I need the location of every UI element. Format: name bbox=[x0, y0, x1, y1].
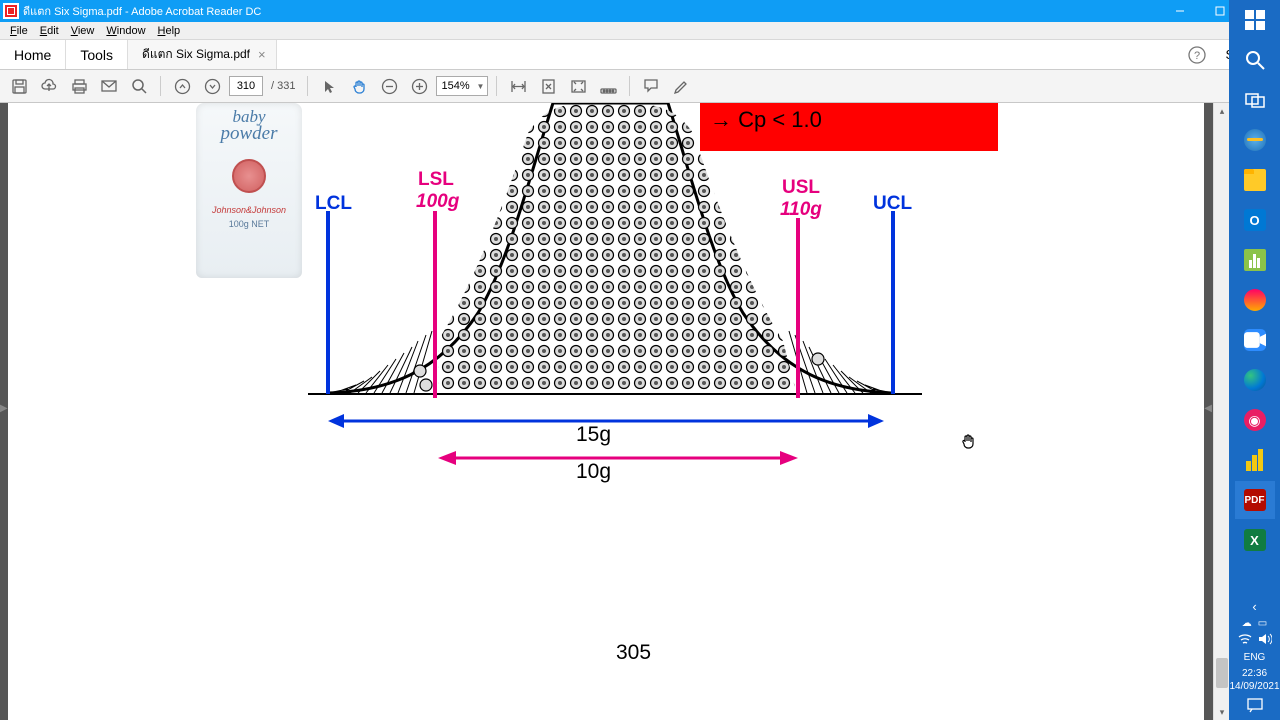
tab-tools[interactable]: Tools bbox=[66, 40, 128, 69]
menu-view[interactable]: View bbox=[65, 25, 101, 37]
battery-icon[interactable]: ▭ bbox=[1258, 618, 1267, 629]
vertical-scrollbar[interactable]: ▴ ▾ bbox=[1213, 103, 1229, 720]
minitab-icon[interactable] bbox=[1235, 241, 1275, 279]
search-taskbar-icon[interactable] bbox=[1235, 41, 1275, 79]
taskview-icon[interactable] bbox=[1235, 81, 1275, 119]
page-total: / 331 bbox=[267, 80, 299, 92]
fit-page-icon[interactable] bbox=[535, 73, 561, 99]
lsl-value: 100g bbox=[416, 191, 459, 213]
zoom-value: 154% bbox=[441, 80, 469, 92]
svg-text:?: ? bbox=[1193, 50, 1199, 62]
comment-icon[interactable] bbox=[638, 73, 664, 99]
tab-row: Home Tools ดีแตก Six Sigma.pdf × ? Sign … bbox=[0, 40, 1280, 70]
tab-close-icon[interactable]: × bbox=[258, 47, 266, 62]
fullscreen-icon[interactable] bbox=[565, 73, 591, 99]
cloud-icon[interactable] bbox=[36, 73, 62, 99]
clock[interactable]: 22:36 14/09/2021 bbox=[1229, 667, 1279, 693]
menu-window[interactable]: Window bbox=[100, 25, 151, 37]
system-tray: ‹ ☁ ▭ ENG 22:36 14/09/2021 bbox=[1229, 599, 1279, 720]
page-input[interactable] bbox=[229, 76, 263, 96]
volume-icon[interactable] bbox=[1258, 633, 1272, 648]
language-indicator[interactable]: ENG bbox=[1244, 652, 1266, 663]
excel-icon[interactable]: X bbox=[1235, 521, 1275, 559]
menu-file[interactable]: File bbox=[4, 25, 34, 37]
lsl-label: LSL bbox=[418, 169, 454, 191]
titlebar: ดีแตก Six Sigma.pdf - Adobe Acrobat Read… bbox=[0, 0, 1280, 22]
document-viewport: → Cp < 1.0 baby powder Johnson&Johnson 1… bbox=[0, 103, 1229, 720]
print-icon[interactable] bbox=[66, 73, 92, 99]
zoom-select[interactable]: 154%▼ bbox=[436, 76, 488, 96]
fit-width-icon[interactable] bbox=[505, 73, 531, 99]
outlook-icon[interactable]: O bbox=[1235, 201, 1275, 239]
range-blue-label: 15g bbox=[576, 423, 611, 447]
pointer-icon[interactable] bbox=[316, 73, 342, 99]
zoom-app-icon[interactable] bbox=[1235, 321, 1275, 359]
pdf-page: → Cp < 1.0 baby powder Johnson&Johnson 1… bbox=[8, 103, 1204, 720]
powerbi-icon[interactable] bbox=[1235, 441, 1275, 479]
save-icon[interactable] bbox=[6, 73, 32, 99]
app-icon-1[interactable] bbox=[1235, 281, 1275, 319]
window-title: ดีแตก Six Sigma.pdf - Adobe Acrobat Read… bbox=[23, 2, 1160, 20]
toolbar: / 331 154%▼ bbox=[0, 70, 1280, 103]
scroll-up-icon[interactable]: ▴ bbox=[1214, 103, 1230, 119]
scroll-down-icon[interactable]: ▾ bbox=[1214, 704, 1230, 720]
start-button[interactable] bbox=[1235, 1, 1275, 39]
left-panel-handle[interactable]: ▶ bbox=[0, 403, 8, 414]
acrobat-taskbar-icon[interactable]: PDF bbox=[1235, 481, 1275, 519]
edge-icon[interactable] bbox=[1235, 361, 1275, 399]
ie-icon[interactable] bbox=[1235, 121, 1275, 159]
clock-time: 22:36 bbox=[1229, 667, 1279, 680]
cursor-icon bbox=[960, 433, 976, 454]
app-icon-2[interactable]: ◉ bbox=[1235, 401, 1275, 439]
page-number: 305 bbox=[616, 641, 651, 665]
scrollbar-thumb[interactable] bbox=[1216, 658, 1228, 688]
onedrive-icon[interactable]: ☁ bbox=[1242, 618, 1252, 629]
zoom-out-icon[interactable] bbox=[376, 73, 402, 99]
next-page-icon[interactable] bbox=[199, 73, 225, 99]
hand-icon[interactable] bbox=[346, 73, 372, 99]
right-panel-handle[interactable]: ◀ bbox=[1204, 403, 1212, 414]
usl-label: USL bbox=[782, 177, 820, 199]
tab-document-label: ดีแตก Six Sigma.pdf bbox=[142, 45, 250, 64]
tab-home[interactable]: Home bbox=[0, 40, 66, 69]
help-button[interactable]: ? bbox=[1182, 40, 1212, 69]
app-icon bbox=[3, 3, 19, 19]
read-aloud-icon[interactable] bbox=[595, 73, 621, 99]
distribution-chart bbox=[8, 103, 928, 503]
range-red-label: 10g bbox=[576, 460, 611, 484]
notifications-icon[interactable] bbox=[1246, 697, 1264, 716]
menu-help[interactable]: Help bbox=[152, 25, 187, 37]
mail-icon[interactable] bbox=[96, 73, 122, 99]
ucl-label: UCL bbox=[873, 193, 912, 215]
lcl-label: LCL bbox=[315, 193, 352, 215]
highlight-icon[interactable] bbox=[668, 73, 694, 99]
search-icon[interactable] bbox=[126, 73, 152, 99]
menu-edit[interactable]: Edit bbox=[34, 25, 65, 37]
zoom-in-icon[interactable] bbox=[406, 73, 432, 99]
usl-value: 110g bbox=[780, 199, 822, 221]
clock-date: 14/09/2021 bbox=[1229, 680, 1279, 693]
prev-page-icon[interactable] bbox=[169, 73, 195, 99]
minimize-button[interactable] bbox=[1160, 0, 1200, 22]
tab-document[interactable]: ดีแตก Six Sigma.pdf × bbox=[128, 40, 277, 69]
explorer-icon[interactable] bbox=[1235, 161, 1275, 199]
menubar: File Edit View Window Help bbox=[0, 22, 1280, 40]
windows-taskbar: O ◉ PDF X ‹ ☁ ▭ ENG 22:36 14/09/2021 bbox=[1229, 0, 1280, 720]
tray-expand-icon[interactable]: ‹ bbox=[1252, 599, 1256, 614]
wifi-icon[interactable] bbox=[1238, 633, 1252, 648]
